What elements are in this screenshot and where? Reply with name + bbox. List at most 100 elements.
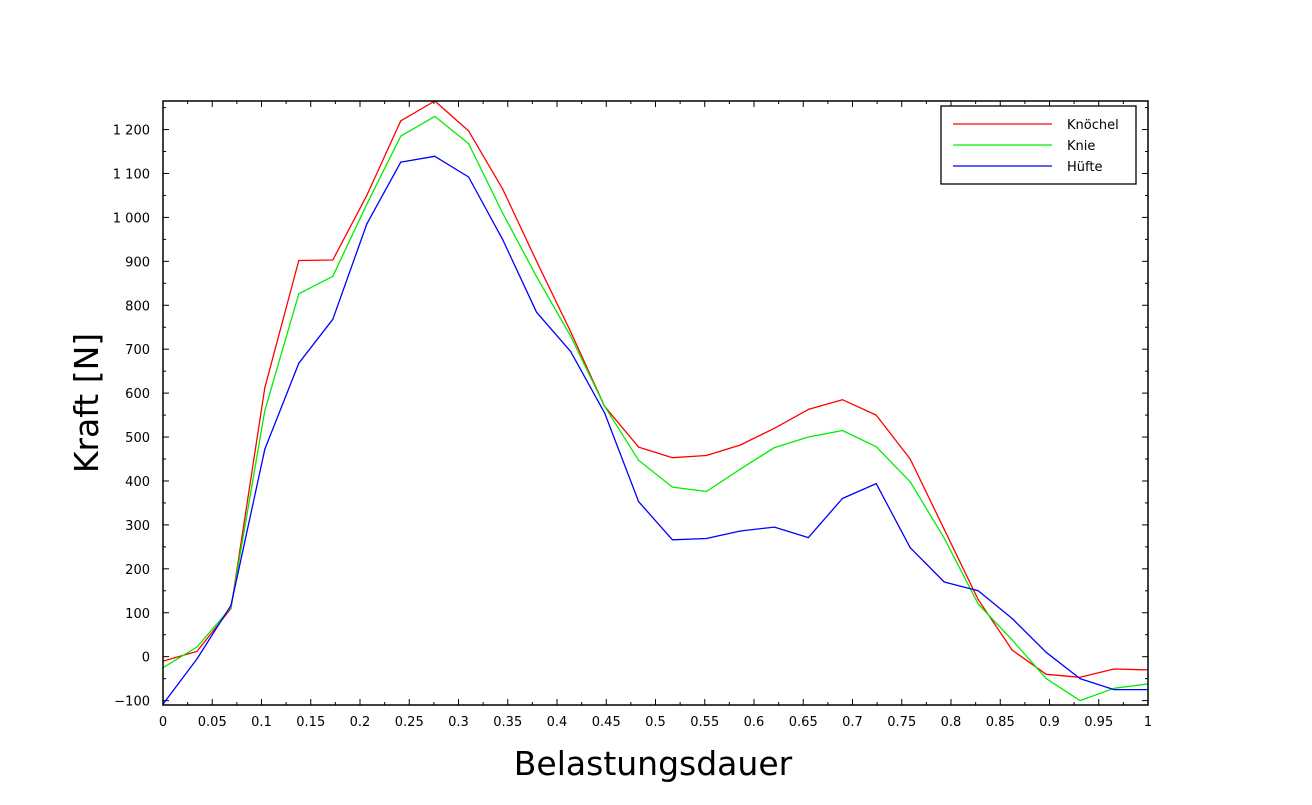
y-tick-label: 0: [142, 651, 150, 666]
data-point: [468, 176, 470, 178]
x-tick-label: 0.4: [547, 715, 568, 730]
data-point: [434, 115, 436, 117]
data-point: [400, 120, 402, 122]
series-line-2: [162, 115, 1149, 702]
data-point: [1079, 678, 1081, 680]
data-point: [977, 590, 979, 592]
x-tick-label: 0.15: [296, 715, 325, 730]
y-tick-label: −100: [114, 695, 150, 710]
data-point: [1113, 689, 1115, 691]
x-tick-label: 0.6: [744, 715, 765, 730]
data-point: [807, 537, 809, 539]
x-tick-label: 0.25: [395, 715, 424, 730]
x-tick-label: 1: [1144, 715, 1152, 730]
data-point: [434, 155, 436, 157]
data-point: [536, 311, 538, 313]
x-tick-label: 0.9: [1039, 715, 1060, 730]
data-point: [298, 259, 300, 262]
x-tick-label: 0.75: [887, 715, 916, 730]
data-point: [943, 528, 945, 530]
data-point: [264, 448, 266, 450]
x-tick-label: 0.35: [493, 715, 522, 730]
data-point: [1113, 687, 1115, 689]
legend-label: Knie: [1067, 139, 1095, 154]
data-point: [468, 130, 470, 132]
x-tick-label: 0.05: [198, 715, 227, 730]
legend-label: Knöchel: [1067, 118, 1119, 133]
y-tick-label: 600: [125, 387, 150, 402]
data-point: [807, 436, 809, 438]
x-tick-label: 0.2: [350, 715, 371, 730]
data-point: [773, 427, 775, 429]
data-point: [264, 410, 266, 412]
data-point: [637, 501, 640, 503]
data-point: [1079, 700, 1081, 702]
data-point: [671, 539, 674, 541]
data-point: [196, 658, 198, 660]
data-point: [637, 446, 640, 448]
data-point: [569, 350, 572, 352]
series-line-3: [162, 155, 1148, 705]
data-point: [909, 547, 911, 549]
x-tick-label: 0.8: [941, 715, 962, 730]
data-point: [671, 486, 674, 488]
data-point: [468, 143, 470, 145]
data-point: [807, 408, 809, 410]
data-point: [943, 581, 945, 583]
data-point: [637, 459, 640, 461]
data-point: [1113, 668, 1115, 670]
data-point: [875, 414, 877, 416]
y-tick-label: 400: [125, 475, 150, 490]
data-point: [332, 275, 334, 277]
x-tick-label: 0.95: [1084, 715, 1113, 730]
data-point: [1011, 617, 1013, 620]
data-point: [332, 259, 334, 261]
data-point: [909, 481, 911, 483]
data-point: [875, 483, 877, 485]
data-point: [705, 490, 708, 493]
legend: Knöchel Knie Hüfte: [940, 105, 1137, 185]
data-point: [298, 293, 300, 295]
data-point: [705, 537, 708, 540]
data-point: [1011, 649, 1013, 651]
data-point: [332, 318, 334, 320]
data-point: [1045, 673, 1047, 675]
data-point: [841, 399, 843, 401]
data-point: [230, 606, 232, 609]
x-tick-label: 0.45: [592, 715, 621, 730]
y-tick-label: 800: [125, 299, 150, 314]
y-tick-label: 900: [125, 255, 150, 270]
y-tick-label: 700: [125, 343, 150, 358]
data-point: [1011, 639, 1013, 641]
axis-ticks: [162, 101, 1149, 705]
y-tick-label: 1 200: [113, 124, 150, 139]
data-point: [502, 188, 504, 190]
data-point: [1045, 678, 1047, 680]
data-point: [739, 468, 742, 470]
y-tick-label: 1 000: [113, 211, 150, 226]
x-tick-label: 0.7: [842, 715, 863, 730]
x-tick-label: 0.65: [789, 715, 818, 730]
x-tick-label: 0.85: [986, 715, 1015, 730]
data-point: [841, 429, 843, 432]
data-point: [909, 458, 911, 460]
y-tick-label: 300: [125, 519, 150, 534]
data-point: [603, 405, 606, 407]
data-point: [400, 135, 402, 137]
data-point: [739, 444, 742, 446]
data-point: [230, 604, 232, 606]
data-point: [366, 194, 368, 197]
y-tick-label: 1 100: [113, 167, 150, 182]
series-lines: [162, 100, 1149, 705]
data-point: [705, 454, 708, 457]
x-tick-label: 0.55: [690, 715, 719, 730]
series-line-1: [162, 100, 1149, 678]
plot-area: [162, 100, 1149, 706]
x-tick-label: 0: [159, 715, 167, 730]
tick-labels: 0 0.05 0.1 0.15 0.2 0.25 0.3 0.35 0.4 0.45 0.5 0.55…: [113, 124, 1152, 730]
data-point: [536, 276, 538, 278]
data-point: [264, 387, 266, 389]
data-point: [366, 203, 368, 205]
data-point: [400, 161, 402, 163]
